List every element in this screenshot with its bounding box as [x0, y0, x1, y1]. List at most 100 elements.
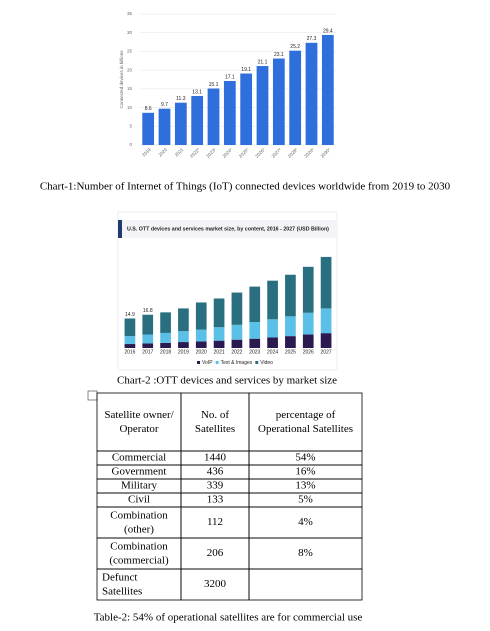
bar [191, 95, 204, 145]
bar-segment [160, 342, 171, 348]
value-label: 19.1 [241, 67, 251, 73]
table-text: Commercial [112, 452, 166, 464]
chart2-frame [117, 211, 338, 371]
bar-segment [285, 274, 296, 317]
bar [321, 34, 334, 145]
x-tick-label: 2019 [178, 349, 189, 355]
x-tick-label: 2026 [303, 349, 314, 355]
legend-swatch [197, 361, 200, 364]
caption: Chart-1:Number of Internet of Things (Io… [40, 181, 451, 193]
value-label: 27.3 [307, 36, 317, 42]
x-tick-label: 2017 [142, 349, 153, 355]
bar-segment [160, 332, 171, 343]
legend-label: Video [260, 360, 273, 366]
bar-segment [195, 341, 207, 348]
bar-segment [267, 280, 278, 320]
bar [207, 88, 220, 145]
table-text: 54% [295, 452, 315, 464]
x-tick-label: 2018 [160, 349, 171, 355]
bar-segment [285, 316, 296, 337]
value-label: 13.1 [192, 89, 202, 95]
bar-segment [231, 324, 243, 340]
value-label: 17.1 [225, 74, 235, 80]
y-tick-label: 5 [129, 123, 132, 128]
table-header: Satellite owner/Operator [104, 409, 174, 435]
value-label: 11.3 [176, 96, 186, 102]
bar-segment [142, 314, 154, 335]
bar-segment [285, 336, 296, 348]
y-axis-label: Connected devices in billions [119, 50, 124, 109]
total-label: 16.8 [143, 308, 153, 314]
value-label: 25.2 [290, 44, 300, 50]
y-tick-label: 25 [127, 49, 133, 54]
value-label: 15.1 [209, 82, 219, 88]
bar-segment [302, 266, 314, 313]
x-tick-label: 2025 [285, 349, 296, 355]
bar [158, 108, 171, 145]
bar-segment [267, 319, 278, 338]
table-text: 8% [298, 547, 313, 559]
table-text: 436 [207, 466, 224, 478]
y-tick-label: 20 [127, 67, 133, 72]
table-text: Government [112, 466, 167, 478]
legend-label: Text & Images [221, 360, 253, 366]
bar-segment [249, 286, 261, 323]
x-tick-label: 2022 [231, 349, 242, 355]
legend-swatch [215, 361, 219, 364]
x-tick-label: 2019 [141, 147, 152, 158]
bar-segment [124, 318, 136, 337]
bar-segment [320, 308, 332, 334]
table-text: Civil [128, 494, 150, 506]
table-text: Combination (other) [110, 509, 168, 535]
total-label: 14.9 [125, 312, 135, 318]
value-label: 9.7 [161, 102, 168, 108]
bar-segment [195, 302, 207, 330]
y-tick-label: 10 [127, 105, 133, 110]
chart2-title-band [118, 220, 337, 238]
value-label: 29.4 [323, 28, 333, 34]
table-handle [87, 390, 98, 401]
value-label: 8.6 [145, 106, 152, 112]
y-tick-label: 15 [127, 86, 133, 91]
bar-segment [213, 340, 225, 348]
x-tick-label: 2016 [124, 349, 135, 355]
x-tick-label: 2023 [249, 349, 260, 355]
table-text: 206 [207, 547, 224, 559]
y-tick-label: 30 [127, 30, 133, 35]
bar-segment [302, 312, 314, 335]
table-text: Combination (commercial) [109, 540, 169, 566]
bar [272, 58, 285, 145]
table-text: 4% [298, 516, 313, 528]
table-text: 13% [295, 480, 315, 492]
x-tick-label: 2020 [157, 147, 168, 158]
table-text: Military [121, 480, 158, 492]
chart-title: U.S. OTT devices and services market siz… [127, 226, 329, 232]
bar-segment [320, 256, 332, 309]
value-label: 23.1 [274, 52, 284, 58]
bar-segment [178, 342, 189, 348]
table-text: Defunct Satellites [102, 571, 142, 597]
bar-segment [231, 292, 243, 325]
bar-segment [142, 334, 154, 344]
bar-segment [320, 333, 332, 348]
bar-segment [124, 336, 136, 345]
bar-segment [249, 338, 261, 348]
legend-swatch [255, 361, 259, 364]
bar-segment [231, 339, 243, 348]
value-label: 21.1 [258, 59, 268, 65]
bar-segment [142, 343, 154, 348]
table-text: 1440 [204, 452, 227, 464]
y-tick-label: 35 [127, 11, 133, 16]
bar-segment [160, 312, 171, 333]
table-text: 133 [207, 494, 224, 506]
bar [223, 80, 236, 145]
bar [142, 112, 155, 145]
x-tick-label: 2027 [321, 349, 332, 355]
bar [305, 42, 318, 145]
bar [174, 102, 187, 145]
bar-segment [178, 308, 189, 332]
x-tick-label: 2021 [174, 147, 185, 158]
bar-segment [267, 337, 278, 348]
x-tick-label: 2024 [267, 349, 278, 355]
